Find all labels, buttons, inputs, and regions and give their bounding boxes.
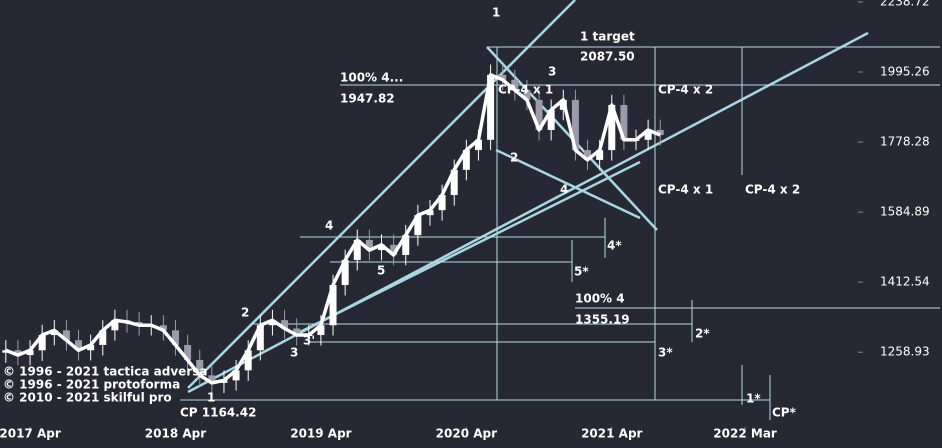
candle-body <box>365 239 373 251</box>
candle-body <box>462 150 470 170</box>
annotation: 1 <box>207 391 215 405</box>
annotation: CP-4 x 2 <box>745 183 800 197</box>
candle-body <box>159 325 167 331</box>
candle-body <box>329 284 337 326</box>
annotation: 100% 4 <box>575 292 625 306</box>
annotation: 4 <box>560 183 568 197</box>
candle-body <box>317 325 325 336</box>
y-tick-label: 1258.93 <box>880 345 930 359</box>
annotation: CP-4 x 1 <box>658 183 713 197</box>
candle-body <box>414 215 422 236</box>
candle-body <box>208 375 216 383</box>
candle-body <box>353 239 361 260</box>
x-tick-label: 2019 Apr <box>290 427 351 441</box>
annotation: 1 target <box>580 30 635 44</box>
annotation: 1 <box>492 6 500 20</box>
candle-body <box>111 320 119 331</box>
candle-body <box>14 350 22 356</box>
candle-body <box>184 344 192 360</box>
annotation: CP 1164.42 <box>180 406 256 420</box>
annotation-lines <box>180 0 940 420</box>
candle-body <box>450 169 458 196</box>
candle-body <box>571 99 579 151</box>
candle-body <box>608 105 616 151</box>
candle-body <box>438 195 446 211</box>
candle-body <box>426 210 434 216</box>
annotation: 2* <box>695 327 710 341</box>
candle-body <box>656 129 664 136</box>
annotation: 100% 4... <box>340 71 403 85</box>
annotation: 5* <box>574 265 589 279</box>
candle-body <box>196 359 204 376</box>
candle-body <box>402 235 410 256</box>
annotation: 1* <box>746 392 761 406</box>
x-tick-label: 2018 Apr <box>145 427 206 441</box>
candle-body <box>644 129 652 140</box>
candle-body <box>378 244 386 251</box>
annotation: 3 <box>548 65 556 79</box>
trendline <box>187 0 576 389</box>
annotation: 4 <box>325 219 333 233</box>
candle-body <box>499 74 507 80</box>
candle-body <box>547 109 555 130</box>
candle-body <box>596 150 604 160</box>
annotation: CP-4 x 1 <box>498 83 553 97</box>
candle-body <box>87 344 95 351</box>
annotation: 1947.82 <box>340 92 395 106</box>
x-tick-label: 2017 Apr <box>0 427 61 441</box>
annotation: CP* <box>772 406 797 420</box>
candle-body <box>268 320 276 326</box>
annotation: 2 <box>241 306 249 320</box>
copyright: © 1996 - 2021 tactica adversa <box>3 365 207 379</box>
copyright: © 2010 - 2021 skilful pro <box>3 391 172 405</box>
candle-body <box>62 330 70 341</box>
candle-body <box>584 150 592 160</box>
y-tick-label: 1778.28 <box>880 135 930 149</box>
candle-body <box>511 79 519 91</box>
y-tick-label: 2238.72 <box>880 0 930 8</box>
candle-body <box>390 244 398 256</box>
candle-body <box>38 335 46 351</box>
candle-body <box>523 90 531 100</box>
candle-body <box>281 320 289 329</box>
annotation: 1355.19 <box>575 313 630 327</box>
copyright: © 1996 - 2021 protoforma <box>3 378 180 392</box>
candle-body <box>474 139 482 151</box>
annotation: 5 <box>377 264 385 278</box>
candle-body <box>232 370 240 381</box>
candle-body <box>256 325 264 351</box>
candle-body <box>487 74 495 140</box>
candle-body <box>293 328 301 336</box>
y-tick-label: 1995.26 <box>880 65 930 79</box>
x-tick-label: 2022 Mar <box>713 427 777 441</box>
trendline <box>495 148 641 220</box>
candle-body <box>341 259 349 285</box>
annotation: 3* <box>658 346 673 360</box>
y-tick-label: 1584.89 <box>880 205 930 219</box>
candle-body <box>26 350 34 356</box>
candle-body <box>99 330 107 345</box>
annotation: 2087.50 <box>580 50 635 64</box>
candle-body <box>75 340 83 351</box>
candle-body <box>620 105 628 140</box>
candle-body <box>171 330 179 345</box>
y-tick-label: 1412.54 <box>880 275 930 289</box>
close-line <box>5 73 661 385</box>
candle-body <box>50 330 58 336</box>
annotation: 2 <box>510 151 518 165</box>
candle-body <box>244 350 252 371</box>
annotation: 3' <box>303 334 315 348</box>
annotation: 3 <box>290 346 298 360</box>
x-tick-label: 2021 Apr <box>581 427 642 441</box>
x-tick-label: 2020 Apr <box>436 427 497 441</box>
annotation: CP-4 x 2 <box>658 83 713 97</box>
annotation: 4* <box>607 239 622 253</box>
candle-body <box>535 99 543 130</box>
